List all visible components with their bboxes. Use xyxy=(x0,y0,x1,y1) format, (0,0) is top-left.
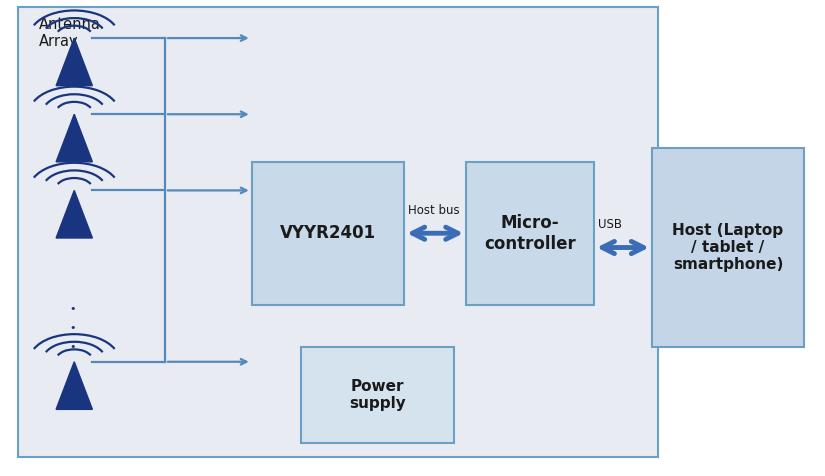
Text: Micro-
controller: Micro- controller xyxy=(484,214,576,253)
Text: •: • xyxy=(69,304,76,315)
Text: Power
supply: Power supply xyxy=(349,379,406,411)
Polygon shape xyxy=(56,190,92,238)
Text: USB: USB xyxy=(598,218,622,231)
FancyBboxPatch shape xyxy=(301,347,454,443)
Polygon shape xyxy=(56,114,92,162)
FancyBboxPatch shape xyxy=(652,148,804,347)
Polygon shape xyxy=(56,362,92,409)
Text: Host bus: Host bus xyxy=(408,204,460,217)
Text: VYYR2401: VYYR2401 xyxy=(280,224,376,242)
Text: Host (Laptop
/ tablet /
smartphone): Host (Laptop / tablet / smartphone) xyxy=(672,223,784,272)
FancyBboxPatch shape xyxy=(466,162,594,305)
Text: Antenna
Array: Antenna Array xyxy=(39,17,101,49)
Text: •: • xyxy=(69,342,76,353)
FancyBboxPatch shape xyxy=(18,7,658,457)
Polygon shape xyxy=(56,38,92,86)
Text: •: • xyxy=(69,323,76,334)
FancyBboxPatch shape xyxy=(252,162,404,305)
